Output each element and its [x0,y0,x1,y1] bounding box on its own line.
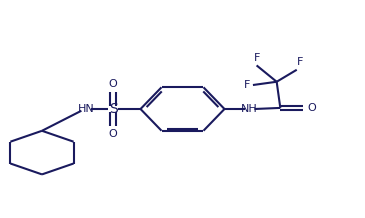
Text: O: O [109,79,118,89]
Text: F: F [296,57,303,67]
Text: NH: NH [241,104,258,114]
Text: S: S [109,102,118,116]
Text: F: F [244,80,250,90]
Text: HN: HN [77,104,94,114]
Text: O: O [307,103,316,113]
Text: O: O [109,129,118,139]
Text: F: F [253,53,260,63]
